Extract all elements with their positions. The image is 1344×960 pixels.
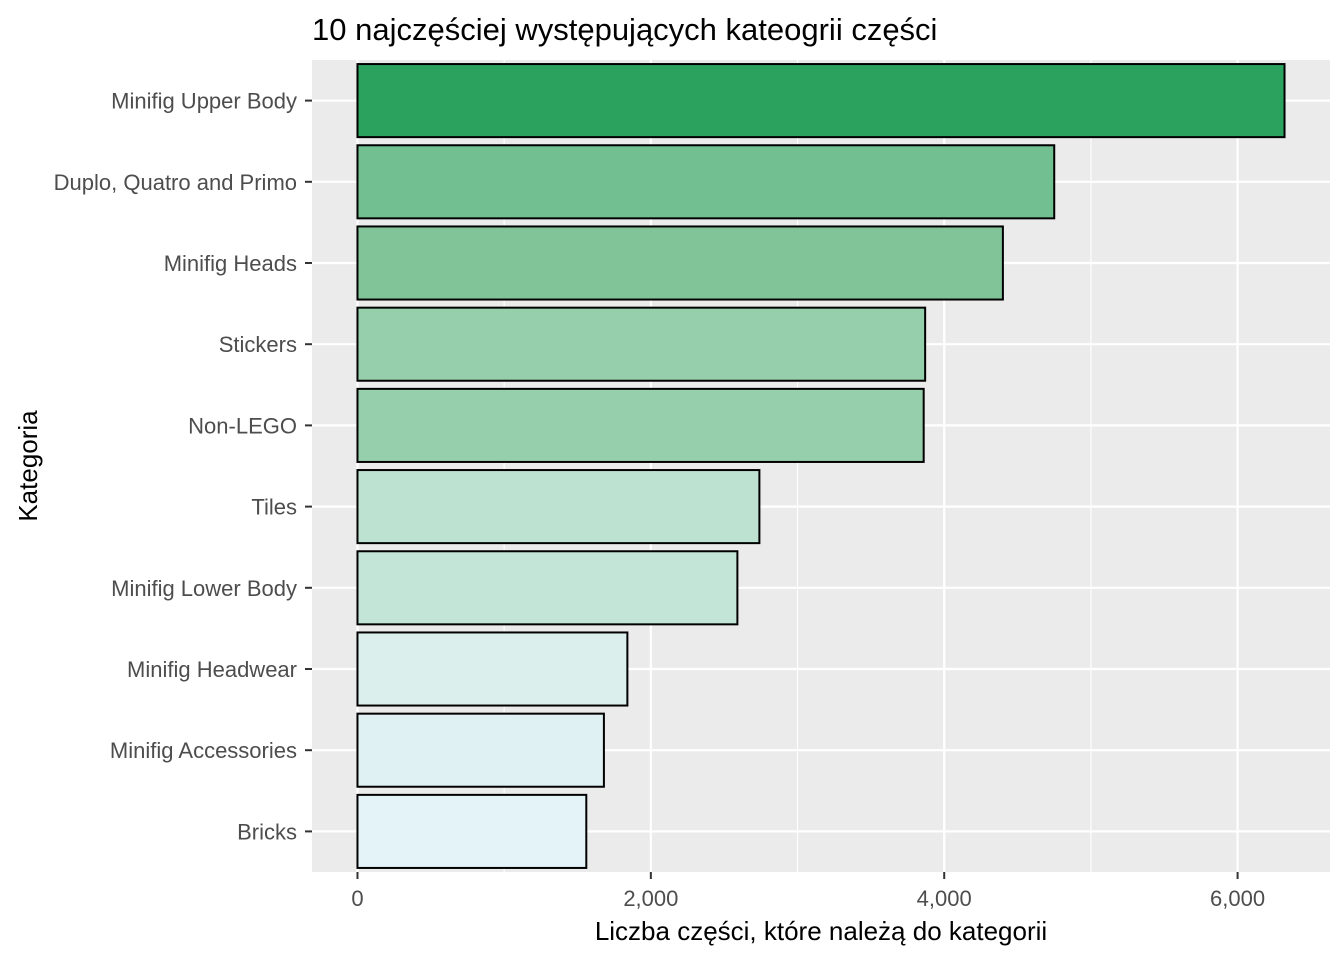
y-tick-label: Minifig Heads (164, 251, 297, 276)
bars (356, 63, 1286, 869)
bar (356, 144, 1056, 220)
y-tick-label: Minifig Lower Body (111, 576, 297, 601)
x-axis-title: Liczba części, które należą do kategorii (595, 916, 1047, 946)
bar (356, 387, 925, 463)
y-tick-label: Tiles (251, 495, 297, 520)
x-tick-label: 0 (351, 886, 363, 911)
bar (356, 63, 1286, 139)
bar (356, 469, 761, 545)
y-tick-label: Minifig Upper Body (111, 89, 297, 114)
bar (356, 712, 605, 788)
y-axis-ticks: Minifig Upper Body Duplo, Quatro and Prim… (54, 89, 312, 844)
bar (356, 306, 927, 382)
bar (356, 793, 588, 869)
x-axis-ticks: 0 2,000 4,000 6,000 (351, 872, 1265, 911)
y-tick-label: Non-LEGO (188, 413, 297, 438)
y-axis-title: Kategoria (13, 410, 43, 522)
bar (356, 631, 629, 707)
y-tick-label: Bricks (237, 819, 297, 844)
bar (356, 225, 1004, 301)
bar (356, 550, 739, 626)
y-tick-label: Minifig Headwear (127, 657, 297, 682)
y-tick-label: Stickers (219, 332, 297, 357)
x-tick-label: 4,000 (917, 886, 972, 911)
y-tick-label: Minifig Accessories (110, 738, 297, 763)
x-tick-label: 6,000 (1210, 886, 1265, 911)
x-tick-label: 2,000 (623, 886, 678, 911)
y-tick-label: Duplo, Quatro and Primo (54, 170, 297, 195)
chart-title: 10 najczęściej występujących kateogrii c… (312, 12, 937, 47)
